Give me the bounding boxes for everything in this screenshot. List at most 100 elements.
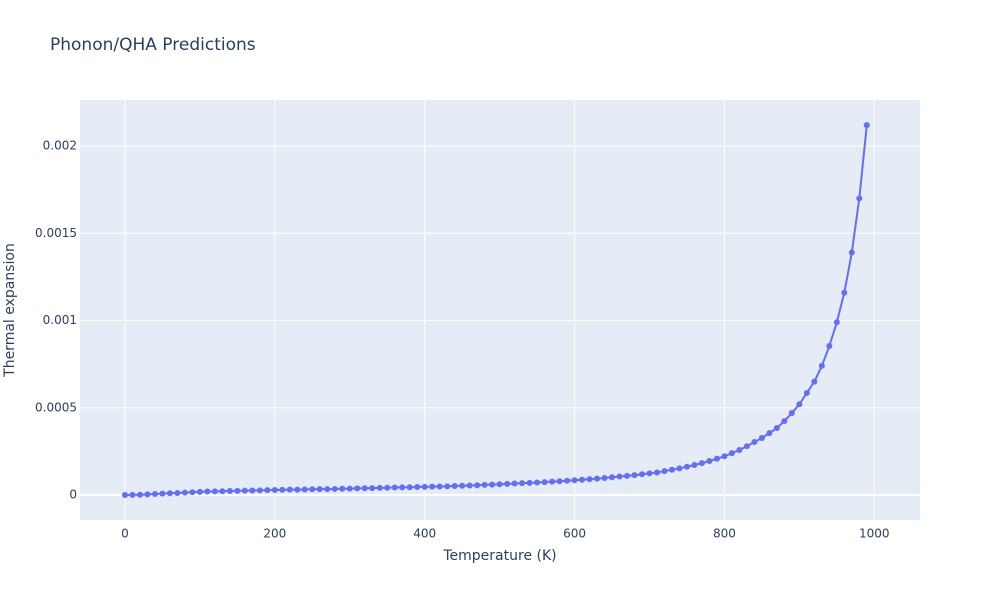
point xyxy=(181,489,188,496)
point xyxy=(811,378,818,385)
point xyxy=(249,487,256,494)
point xyxy=(264,487,271,494)
point xyxy=(653,469,660,476)
y-tick-label: 0.0005 xyxy=(35,400,77,414)
point xyxy=(713,455,720,462)
point xyxy=(661,468,668,475)
point xyxy=(706,458,713,465)
x-tick-label: 400 xyxy=(413,527,436,541)
point xyxy=(436,483,443,490)
point xyxy=(234,487,241,494)
point xyxy=(691,462,698,469)
point xyxy=(788,410,795,417)
point xyxy=(683,463,690,470)
point xyxy=(511,480,518,487)
point xyxy=(556,478,563,485)
marks xyxy=(121,122,870,499)
y-axis-title: Thermal expansion xyxy=(2,243,18,378)
point xyxy=(316,486,323,493)
point xyxy=(504,480,511,487)
point xyxy=(369,485,376,492)
point xyxy=(856,195,863,202)
point xyxy=(781,418,788,425)
point xyxy=(848,249,855,256)
point xyxy=(144,491,151,498)
point xyxy=(196,488,203,495)
point xyxy=(796,401,803,408)
point xyxy=(399,484,406,491)
point xyxy=(159,490,166,497)
point xyxy=(676,465,683,472)
point xyxy=(241,487,248,494)
point xyxy=(406,484,413,491)
point xyxy=(324,486,331,493)
point xyxy=(166,490,173,497)
point xyxy=(474,482,481,489)
point xyxy=(459,482,466,489)
y-tick-label: 0 xyxy=(69,488,77,502)
point xyxy=(586,476,593,483)
point xyxy=(129,491,136,498)
y-tick-label: 0.001 xyxy=(43,313,77,327)
point xyxy=(624,472,631,479)
grid xyxy=(80,100,920,520)
point xyxy=(826,343,833,350)
point xyxy=(309,486,316,493)
x-tick-label: 1000 xyxy=(859,527,890,541)
point xyxy=(451,482,458,489)
point xyxy=(526,479,533,486)
point xyxy=(579,476,586,483)
x-tick-label: 800 xyxy=(713,527,736,541)
point xyxy=(668,466,675,473)
point xyxy=(271,486,278,493)
x-axis-title: Temperature (K) xyxy=(442,548,556,564)
point xyxy=(354,485,361,492)
point xyxy=(773,425,780,432)
point xyxy=(301,486,308,493)
point xyxy=(481,481,488,488)
point xyxy=(226,488,233,495)
point xyxy=(211,488,218,495)
point xyxy=(204,488,211,495)
point xyxy=(766,430,773,437)
x-tick-label: 600 xyxy=(563,527,586,541)
point xyxy=(339,485,346,492)
point xyxy=(728,450,735,457)
point xyxy=(743,443,750,450)
point xyxy=(698,460,705,467)
point xyxy=(414,484,421,491)
point xyxy=(421,483,428,490)
series-line xyxy=(124,125,868,497)
point xyxy=(466,482,473,489)
point xyxy=(534,479,541,486)
point xyxy=(818,362,825,369)
point xyxy=(616,473,623,480)
point xyxy=(631,472,638,479)
y-tick-label: 0.002 xyxy=(43,139,77,153)
point xyxy=(331,485,338,492)
point xyxy=(541,479,548,486)
point xyxy=(736,447,743,454)
point xyxy=(189,489,196,496)
point xyxy=(751,439,758,446)
point xyxy=(833,319,840,326)
point xyxy=(286,486,293,493)
point xyxy=(256,487,263,494)
point xyxy=(219,488,226,495)
point xyxy=(429,483,436,490)
point xyxy=(346,485,353,492)
y-tick-label: 0.0015 xyxy=(35,226,77,240)
point xyxy=(376,484,383,491)
point xyxy=(174,489,181,496)
plot-background xyxy=(80,100,920,520)
point xyxy=(361,485,368,492)
point xyxy=(384,484,391,491)
point xyxy=(841,289,848,296)
point xyxy=(594,475,601,482)
point xyxy=(279,486,286,493)
point xyxy=(136,491,143,498)
point xyxy=(646,470,653,477)
point xyxy=(721,453,728,460)
point xyxy=(121,492,128,499)
point xyxy=(519,480,526,487)
